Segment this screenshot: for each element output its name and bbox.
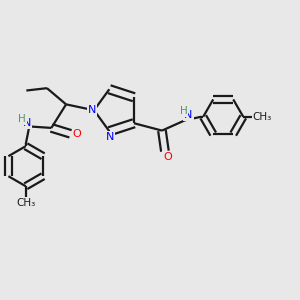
Text: H: H [180,106,187,116]
Text: N: N [184,110,193,120]
Text: CH₃: CH₃ [16,198,35,208]
Text: N: N [23,118,31,128]
Text: O: O [163,152,172,161]
Text: H: H [18,114,26,124]
Text: CH₃: CH₃ [253,112,272,122]
Text: N: N [106,132,114,142]
Text: O: O [73,129,81,139]
Text: N: N [88,105,96,115]
